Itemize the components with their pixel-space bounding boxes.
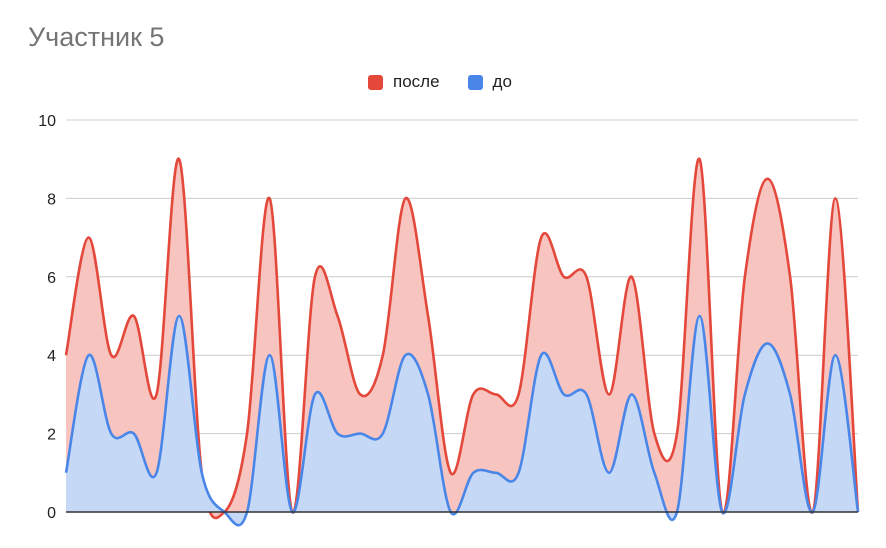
series-after-point — [834, 197, 836, 199]
series-before-point — [404, 354, 406, 356]
series-before-point — [110, 432, 112, 434]
series-after-point — [653, 432, 655, 434]
series-after-point — [676, 432, 678, 434]
series-after-point — [540, 236, 542, 238]
series-after-point — [155, 393, 157, 395]
legend-label-after: после — [393, 72, 440, 91]
legend-item-before[interactable]: до — [467, 72, 512, 92]
series-after-point — [87, 236, 89, 238]
series-after-point — [744, 276, 746, 278]
series-after-point — [766, 178, 768, 180]
series-before-point — [155, 472, 157, 474]
series-after-point — [427, 315, 429, 317]
series-before-point — [698, 315, 700, 317]
series-after-point — [110, 354, 112, 356]
series-before-point — [563, 393, 565, 395]
series-before-point — [427, 393, 429, 395]
series-before-point — [359, 432, 361, 434]
series-after-point — [246, 432, 248, 434]
legend-swatch-before — [467, 74, 483, 90]
chart-title: Участник 5 — [28, 22, 165, 52]
series-before-point — [631, 393, 633, 395]
series-before-point — [517, 472, 519, 474]
series-after-point — [585, 276, 587, 278]
series-after-point — [517, 393, 519, 395]
legend: после до — [368, 72, 512, 92]
series-before-point — [382, 432, 384, 434]
series-before-point — [608, 472, 610, 474]
series-after-point — [314, 276, 316, 278]
series-after-point — [789, 276, 791, 278]
series-before-point — [133, 432, 135, 434]
series-after-point — [336, 315, 338, 317]
legend-swatch-after — [368, 74, 383, 90]
series-after-point — [133, 315, 135, 317]
y-tick-label: 2 — [47, 427, 56, 444]
series-before-point — [178, 315, 180, 317]
series-before-point — [834, 354, 836, 356]
series-before-point — [472, 472, 474, 474]
series-after-point — [404, 197, 406, 199]
series-after-point — [698, 158, 700, 160]
y-tick-label: 6 — [47, 270, 56, 287]
series-before-point — [268, 354, 270, 356]
series-before-point — [540, 354, 542, 356]
series-before-point — [87, 354, 89, 356]
series-before-point — [314, 393, 316, 395]
legend-label-before: до — [492, 72, 512, 91]
series-before-point — [789, 393, 791, 395]
series-after-point — [449, 472, 451, 474]
series-before-point — [744, 393, 746, 395]
series-before-line — [64, 314, 860, 527]
series-after-point — [268, 197, 270, 199]
series-before-point — [65, 472, 67, 474]
series-before-point — [766, 342, 768, 344]
series-after-point — [382, 354, 384, 356]
y-tick-label: 0 — [47, 505, 56, 522]
series-after-point — [472, 393, 474, 395]
series-before-point — [201, 472, 203, 474]
series-before-point — [495, 472, 497, 474]
series-after-point — [359, 393, 361, 395]
y-tick-label: 10 — [38, 113, 56, 130]
series-before-area — [66, 316, 858, 526]
series-after-point — [608, 393, 610, 395]
series-after-point — [178, 158, 180, 160]
series-after-point — [631, 276, 633, 278]
series-after-point — [495, 393, 497, 395]
legend-item-after[interactable]: после — [368, 72, 440, 92]
y-tick-label: 4 — [47, 348, 56, 365]
series-before-point — [585, 393, 587, 395]
series-before-point — [336, 432, 338, 434]
series-after-line — [64, 157, 860, 520]
y-tick-label: 8 — [47, 191, 56, 208]
series-after-point — [563, 276, 565, 278]
series-before-point — [653, 472, 655, 474]
series-after-point — [65, 354, 67, 356]
